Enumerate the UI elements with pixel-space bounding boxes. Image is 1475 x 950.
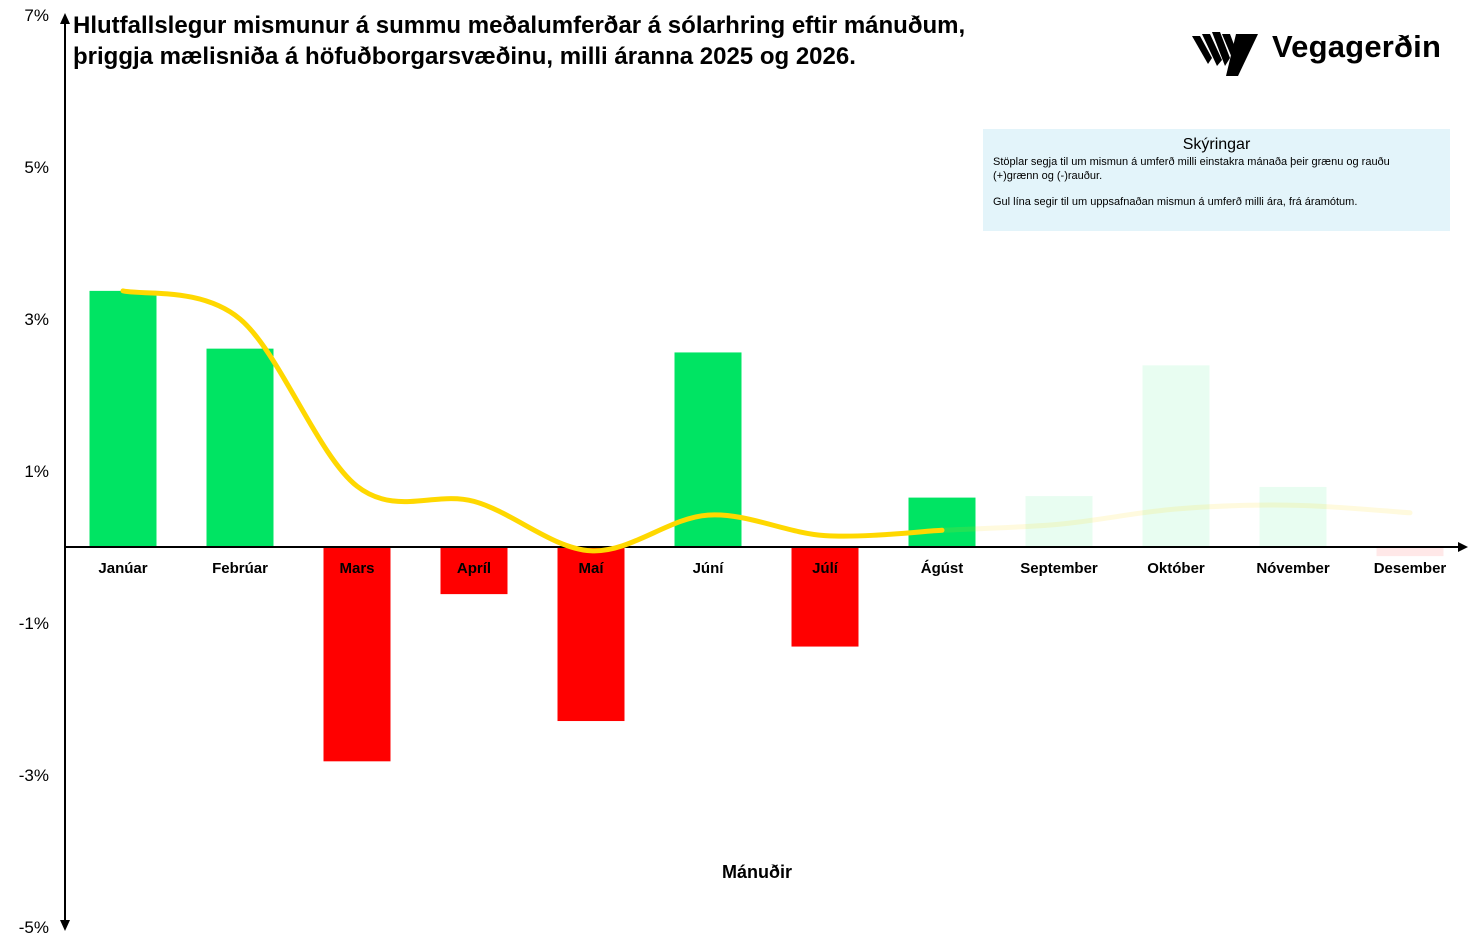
month-label-mars: Mars [339, 560, 374, 577]
month-label-júní: Júní [693, 560, 725, 577]
month-label-ágúst: Ágúst [921, 560, 964, 577]
month-label-nóvember: Nóvember [1256, 560, 1330, 577]
month-label-september: September [1020, 560, 1098, 577]
month-label-febrúar: Febrúar [212, 560, 268, 577]
bar-maí [557, 547, 625, 722]
cumulative-line-forecast [939, 502, 1413, 533]
month-label-desember: Desember [1374, 560, 1447, 577]
month-label-júlí: Júlí [812, 560, 839, 577]
legend-box: Skýringar Stöplar segja til um mismun á … [983, 129, 1450, 231]
bar-janúar [89, 290, 157, 547]
cumulative-line [120, 288, 945, 554]
y-tick-label: 3% [24, 310, 49, 329]
bar-apríl [440, 547, 508, 595]
bar-nóvember [1259, 486, 1327, 547]
legend-title: Skýringar [1182, 136, 1251, 153]
vegagerdin-logo: Vegagerðin [1190, 28, 1460, 80]
logo-text: Vegagerðin [1272, 29, 1442, 64]
y-tick-label: 5% [24, 158, 49, 177]
bar-desember [1376, 547, 1444, 557]
bar-júlí [791, 547, 859, 647]
y-tick-label: -5% [19, 918, 49, 937]
chart-title: Hlutfallslegur mismunur á summu meðalumf… [73, 12, 966, 70]
month-label-maí: Maí [578, 560, 604, 577]
legend-bars-description: Stöplar segja til um mismun á umferð mil… [993, 156, 1390, 168]
y-tick-label: -1% [19, 614, 49, 633]
month-label-október: Október [1147, 560, 1205, 577]
bar-febrúar [206, 348, 274, 547]
month-label-janúar: Janúar [98, 560, 147, 577]
y-axis-arrow-bottom [60, 920, 70, 931]
legend-bars-colors: (+)grænn og (-)rauður. [993, 170, 1103, 182]
x-axis-arrow [1458, 542, 1468, 552]
bar-september [1025, 496, 1093, 547]
vegagerdin-stripes-logo-icon [1192, 32, 1258, 76]
y-axis-arrow-top [60, 13, 70, 24]
x-axis-title: Mánuðir [722, 862, 792, 882]
y-tick-label: 1% [24, 462, 49, 481]
legend-line-description: Gul lína segir til um uppsafnaðan mismun… [993, 196, 1358, 208]
y-tick-label: -3% [19, 766, 49, 785]
y-tick-label: 7% [24, 6, 49, 25]
bar-mars [323, 547, 391, 762]
bar-október [1142, 365, 1210, 547]
bar-ágúst [908, 497, 976, 547]
month-label-apríl: Apríl [457, 560, 491, 577]
